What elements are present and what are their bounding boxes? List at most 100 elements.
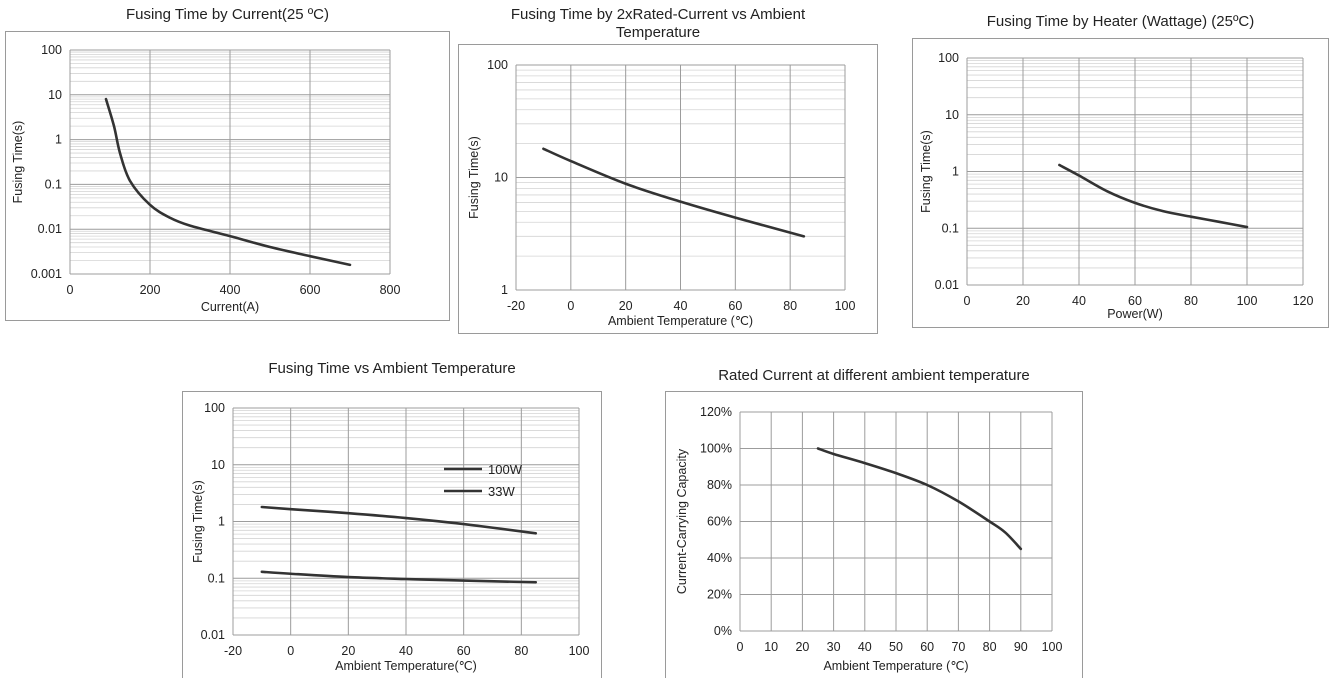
x-tick-label: 60 xyxy=(457,644,471,658)
series-line xyxy=(1058,163,1249,229)
x-tick-label: 80 xyxy=(783,299,797,313)
x-tick-label: -20 xyxy=(224,644,242,658)
y-tick-label: 1 xyxy=(952,165,959,179)
x-tick-label: 40 xyxy=(858,640,872,654)
x-tick-label: 0 xyxy=(964,294,971,308)
x-tick-label: 0 xyxy=(737,640,744,654)
x-tick-label: 40 xyxy=(674,299,688,313)
y-tick-label: 80% xyxy=(707,478,732,492)
y-tick-label: 60% xyxy=(707,515,732,529)
x-axis-label: Ambient Temperature (℃) xyxy=(608,314,753,328)
x-tick-label: -20 xyxy=(507,299,525,313)
y-tick-label: 0.1 xyxy=(45,177,62,191)
x-axis-label: Ambient Temperature(℃) xyxy=(335,659,477,673)
grid xyxy=(232,407,580,636)
y-tick-label: 100% xyxy=(700,442,732,456)
x-tick-label: 0 xyxy=(287,644,294,658)
x-tick-label: 30 xyxy=(827,640,841,654)
y-tick-label: 0.01 xyxy=(201,628,225,642)
y-tick-label: 0.01 xyxy=(935,278,959,292)
x-tick-label: 0 xyxy=(67,283,74,297)
grid xyxy=(966,57,1304,286)
x-tick-label: 800 xyxy=(380,283,401,297)
series-line xyxy=(542,147,806,238)
x-tick-label: 70 xyxy=(951,640,965,654)
grid xyxy=(739,411,1053,632)
y-tick-label: 0.1 xyxy=(942,221,959,235)
x-tick-label: 80 xyxy=(983,640,997,654)
chart-title: Fusing Time by 2xRated-Current vs Ambien… xyxy=(458,6,858,42)
x-tick-label: 20 xyxy=(619,299,633,313)
y-tick-label: 0.001 xyxy=(31,267,62,281)
chart-title: Fusing Time by Heater (Wattage) (25ºC) xyxy=(986,13,1255,30)
x-axis-label: Power(W) xyxy=(1107,307,1163,321)
chart-title-line-2: Temperature xyxy=(615,24,701,41)
y-tick-label: 0.01 xyxy=(38,222,62,236)
x-tick-label: 20 xyxy=(1016,294,1030,308)
y-tick-label: 10 xyxy=(211,458,225,472)
chart-frame xyxy=(458,44,878,334)
legend-label: 33W xyxy=(488,484,515,499)
chart-frame xyxy=(665,391,1083,678)
grid xyxy=(69,49,391,275)
x-tick-label: 20 xyxy=(341,644,355,658)
chart-frame xyxy=(5,31,450,321)
y-tick-label: 1 xyxy=(55,133,62,147)
y-tick-label: 40% xyxy=(707,551,732,565)
chart-title-line-1: Fusing Time by 2xRated-Current vs Ambien… xyxy=(510,6,806,23)
x-tick-label: 80 xyxy=(514,644,528,658)
y-axis-label: Fusing Time(s) xyxy=(11,121,25,204)
series-line xyxy=(104,97,352,267)
chart-frame xyxy=(182,391,602,678)
chart-title: Rated Current at different ambient tempe… xyxy=(718,367,1030,384)
y-tick-label: 10 xyxy=(48,88,62,102)
x-tick-label: 20 xyxy=(795,640,809,654)
x-tick-label: 100 xyxy=(569,644,590,658)
grid xyxy=(515,64,846,291)
y-tick-label: 20% xyxy=(707,588,732,602)
y-tick-label: 0.1 xyxy=(208,571,225,585)
x-tick-label: 60 xyxy=(728,299,742,313)
chart-title: Fusing Time vs Ambient Temperature xyxy=(268,360,516,377)
y-tick-label: 10 xyxy=(494,171,508,185)
chart-title: Fusing Time by Current(25 ºC) xyxy=(125,6,330,23)
y-tick-label: 0% xyxy=(714,624,732,638)
x-tick-label: 60 xyxy=(1128,294,1142,308)
x-axis-label: Ambient Temperature (℃) xyxy=(823,659,968,673)
x-tick-label: 90 xyxy=(1014,640,1028,654)
x-tick-label: 40 xyxy=(1072,294,1086,308)
x-tick-label: 60 xyxy=(920,640,934,654)
series-line xyxy=(816,447,1023,551)
x-tick-label: 400 xyxy=(220,283,241,297)
y-tick-label: 100 xyxy=(204,401,225,415)
x-tick-label: 50 xyxy=(889,640,903,654)
y-tick-label: 1 xyxy=(218,515,225,529)
series-line-33w xyxy=(260,505,538,535)
y-axis-label: Fusing Time(s) xyxy=(919,130,933,213)
x-tick-label: 200 xyxy=(140,283,161,297)
x-tick-label: 40 xyxy=(399,644,413,658)
x-tick-label: 100 xyxy=(1237,294,1258,308)
y-tick-label: 120% xyxy=(700,405,732,419)
y-axis-label: Fusing Time(s) xyxy=(191,480,205,563)
y-tick-label: 1 xyxy=(501,283,508,297)
y-axis-label: Current-Carrying Capacity xyxy=(675,448,689,594)
y-tick-label: 100 xyxy=(41,43,62,57)
y-tick-label: 100 xyxy=(938,51,959,65)
y-tick-label: 10 xyxy=(945,108,959,122)
x-tick-label: 100 xyxy=(1042,640,1063,654)
chart-frame xyxy=(912,38,1329,328)
legend-label: 100W xyxy=(488,462,523,477)
legend: 100W 33W xyxy=(444,462,523,499)
x-axis-label: Current(A) xyxy=(201,300,259,314)
x-tick-label: 120 xyxy=(1293,294,1314,308)
y-tick-label: 100 xyxy=(487,58,508,72)
x-tick-label: 600 xyxy=(300,283,321,297)
series-line-100w xyxy=(260,570,538,584)
x-tick-label: 100 xyxy=(835,299,856,313)
y-axis-label: Fusing Time(s) xyxy=(467,136,481,219)
